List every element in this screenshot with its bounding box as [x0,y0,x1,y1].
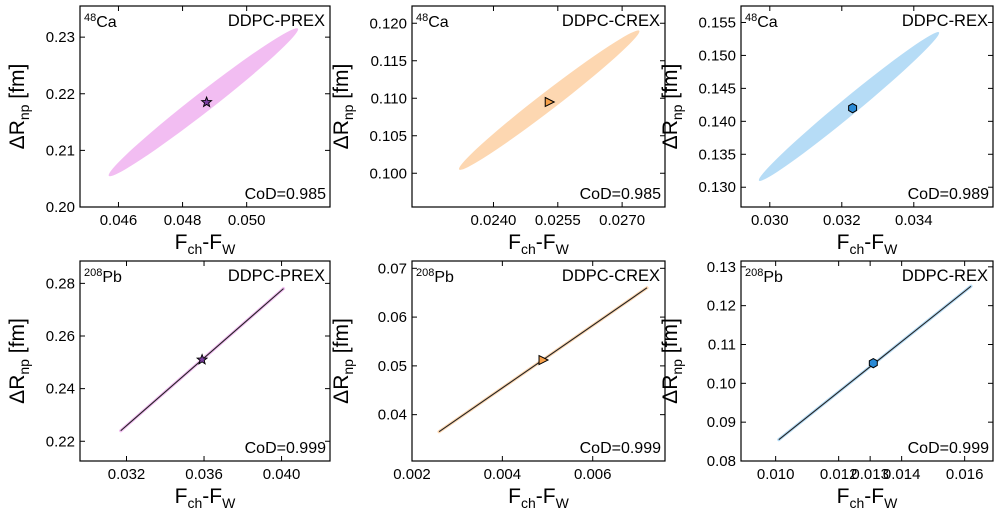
hexagon-marker [868,357,878,369]
model-label: DDPC-PREX [228,267,325,285]
plot-frame [79,260,331,462]
nucleus-label: 48Ca [745,12,778,31]
x-axis-label: Fch-FW [508,485,569,511]
y-tick-label: 0.130 [698,179,736,196]
y-tick-label: 0.08 [707,453,736,470]
x-tick-label: 0.040 [263,466,301,483]
y-tick-label: 0.120 [369,15,407,32]
nucleus-label: 208Pb [745,267,783,286]
triangle-marker [538,354,550,366]
plot-frame [411,5,666,208]
x-tick-label: 0.034 [895,212,933,229]
cod-label: CoD=0.989 [908,186,989,203]
y-tick-label: 0.09 [707,414,736,431]
y-tick-label: 0.26 [46,328,75,345]
model-label: DDPC-REX [902,12,988,30]
cod-label: CoD=0.985 [245,186,326,203]
cod-label: CoD=0.985 [580,186,661,203]
y-tick-label: 0.22 [46,86,75,103]
hexagon-marker [848,102,858,114]
x-axis-label: Fch-FW [175,485,236,511]
x-tick-label: 0.012 [820,466,858,483]
star-marker [195,353,209,365]
x-tick-label: 0.010 [757,466,795,483]
x-tick-label: 0.006 [574,466,612,483]
x-tick-label: 0.030 [751,212,789,229]
x-tick-label: 0.050 [228,212,266,229]
cod-label: CoD=0.999 [908,440,989,457]
y-tick-label: 0.12 [707,298,736,315]
y-tick-label: 0.150 [698,47,736,64]
y-tick-label: 0.07 [378,260,407,277]
plot-frame [411,260,666,462]
y-tick-label: 0.145 [698,80,736,97]
x-tick-label: 0.004 [484,466,522,483]
y-tick-label: 0.10 [707,375,736,392]
cod-label: CoD=0.999 [245,440,326,457]
triangle-marker [544,96,556,108]
y-tick-label: 0.140 [698,113,736,130]
y-axis-label: ΔRnp [fm] [659,64,685,150]
y-tick-label: 0.04 [378,407,407,424]
y-tick-label: 0.21 [46,142,75,159]
cod-label: CoD=0.999 [580,440,661,457]
nucleus-label: 48Ca [84,12,117,31]
nucleus-label: 48Ca [416,12,449,31]
model-label: DDPC-REX [902,267,988,285]
y-axis-label: ΔRnp [fm] [6,64,32,150]
y-tick-label: 0.11 [708,336,736,353]
y-tick-label: 0.135 [698,146,736,163]
x-tick-label: 0.032 [108,466,146,483]
plot-frame [740,260,994,462]
panel-5: 0.002 0.004 0.006 0.04 0.05 0.06 0.07 Fch-FW ΔRn… [330,260,666,511]
y-tick-label: 0.05 [378,358,407,375]
panel-2: 0.0240 0.0255 0.0270 0.100 0.105 0.110 0.115 0.… [330,5,666,257]
y-tick-label: 0.100 [369,165,407,182]
x-tick-label: 0.032 [823,212,861,229]
plot-frame [79,5,331,208]
x-axis-label: Fch-FW [508,231,569,257]
y-tick-label: 0.28 [46,275,75,292]
x-tick-label: 0.002 [393,466,431,483]
panel-4: 0.032 0.036 0.040 0.22 0.24 0.26 0.28 Fch-FW ΔRn… [6,260,331,511]
x-tick-label: 0.036 [185,466,223,483]
y-tick-label: 0.22 [46,433,75,450]
panel-3: 0.030 0.032 0.034 0.130 0.135 0.140 0.145 0.150… [659,5,994,257]
y-tick-label: 0.115 [371,53,407,70]
y-tick-label: 0.110 [371,90,407,107]
x-axis-label: Fch-FW [837,485,898,511]
model-label: DDPC-CREX [562,267,660,285]
y-axis-label: ΔRnp [fm] [6,318,32,404]
y-axis-label: ΔRnp [fm] [659,318,685,404]
x-tick-label: 0.013 [851,466,889,483]
x-tick-label: 0.048 [164,212,202,229]
y-tick-label: 0.105 [369,128,407,145]
nucleus-label: 208Pb [416,267,454,286]
x-axis-label: Fch-FW [837,231,898,257]
y-axis-label: ΔRnp [fm] [330,64,356,150]
panel-1: 0.046 0.048 0.050 0.20 0.21 0.22 0.23 Fch-FW ΔRn… [6,5,331,257]
model-label: DDPC-CREX [562,12,660,30]
x-tick-label: 0.0255 [535,212,581,229]
nucleus-label: 208Pb [84,267,122,286]
x-tick-label: 0.0270 [599,212,645,229]
x-tick-label: 0.0240 [471,212,517,229]
star-marker [200,95,213,108]
model-label: DDPC-PREX [228,12,325,30]
y-axis-label: ΔRnp [fm] [330,318,356,404]
y-tick-label: 0.155 [698,14,736,31]
y-tick-label: 0.23 [46,29,75,46]
y-tick-label: 0.13 [707,259,736,276]
x-tick-label: 0.014 [883,466,921,483]
y-tick-label: 0.20 [46,199,75,216]
y-tick-label: 0.06 [378,309,407,326]
x-tick-label: 0.046 [100,212,138,229]
x-axis-label: Fch-FW [175,231,236,257]
plot-frame [740,5,994,208]
x-tick-label: 0.016 [946,466,984,483]
y-tick-label: 0.24 [46,381,75,398]
